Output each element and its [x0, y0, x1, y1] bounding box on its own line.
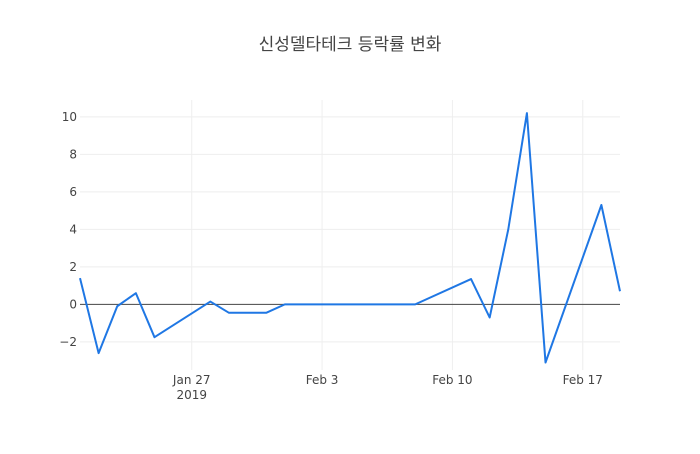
chart-title: 신성델타테크 등락률 변화	[259, 35, 442, 55]
series-layer	[79, 112, 621, 364]
y-tick-label: 4	[69, 222, 77, 236]
x-tick-label: Feb 3	[306, 373, 339, 387]
grid-lines	[80, 100, 620, 370]
y-tick-label: 6	[69, 185, 77, 199]
y-tick-label: 2	[69, 260, 77, 274]
x-tick-label: Feb 17	[563, 373, 603, 387]
y-tick-label: 0	[69, 297, 77, 311]
x-tick-label: Jan 27	[172, 373, 211, 387]
y-tick-label: −2	[59, 335, 77, 349]
x-tick-label: Feb 10	[432, 373, 472, 387]
y-tick-label: 10	[62, 110, 77, 124]
series-line	[79, 112, 621, 364]
y-tick-label: 8	[69, 147, 77, 161]
x-tick-sublabel: 2019	[176, 388, 207, 402]
